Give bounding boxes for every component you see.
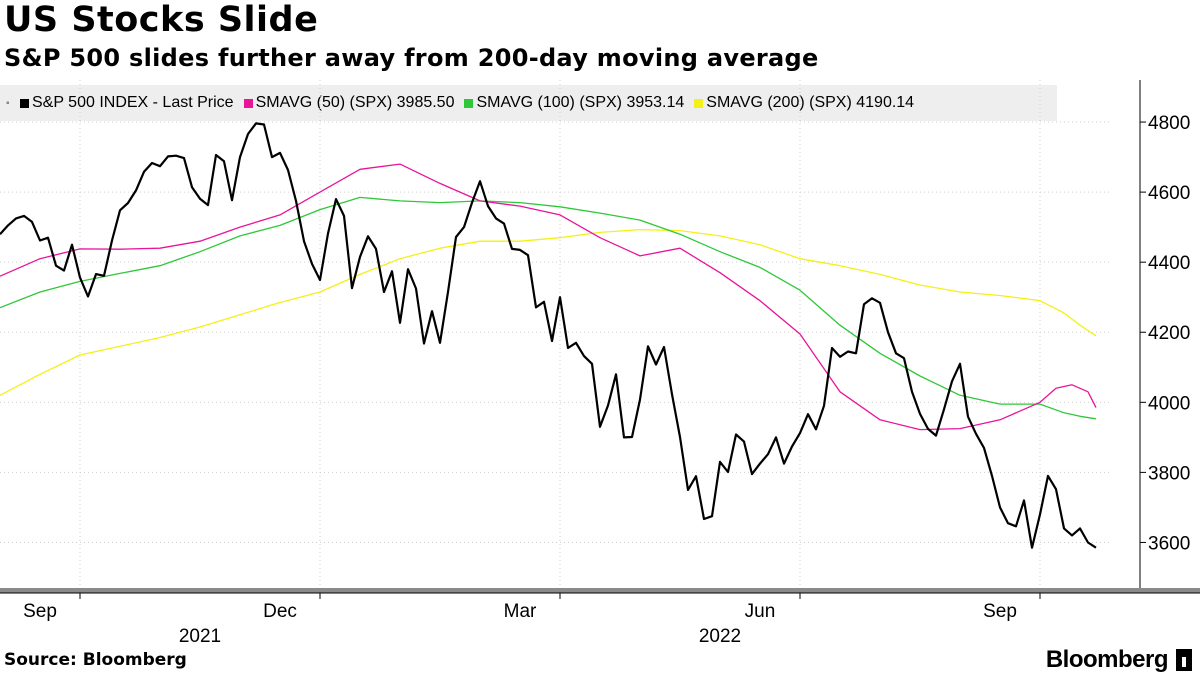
x-tick-label-4: Sep <box>983 601 1017 622</box>
brand-name: Bloomberg <box>1045 646 1169 673</box>
x-axis-band <box>0 588 1200 593</box>
chart-subtitle: S&P 500 slides further away from 200-day… <box>4 44 819 72</box>
x-year-label-0: 2021 <box>179 626 221 647</box>
x-tick-label-0: Sep <box>23 601 57 622</box>
brand-logo: Bloomberg <box>1046 646 1192 674</box>
legend-item-sma200[interactable]: SMAVG (200) (SPX) 4190.14 <box>694 94 914 112</box>
chart-gridlines <box>0 80 1112 588</box>
y-tick-label-5: 4600 <box>1148 183 1190 204</box>
y-tick-label-3: 4200 <box>1148 323 1190 344</box>
legend-item-spx[interactable]: S&P 500 INDEX - Last Price <box>20 94 234 112</box>
bloomberg-icon <box>1176 649 1192 671</box>
chart-series <box>0 122 1097 549</box>
legend-label-sma100: SMAVG (100) (SPX) 3953.14 <box>476 94 685 111</box>
legend-swatch-sma200 <box>694 98 704 108</box>
series-line-sma100 <box>0 196 1097 420</box>
legend-label-sma200: SMAVG (200) (SPX) 4190.14 <box>706 94 915 111</box>
legend-item-sma50[interactable]: SMAVG (50) (SPX) 3985.50 <box>243 94 455 112</box>
series-line-spx <box>0 122 1097 549</box>
legend-label-sma50: SMAVG (50) (SPX) 3985.50 <box>255 94 455 111</box>
legend-swatch-sma50 <box>243 98 253 108</box>
y-tick-label-6: 4800 <box>1148 113 1190 134</box>
y-tick-label-2: 4000 <box>1148 393 1190 414</box>
series-line-sma200 <box>0 228 1097 396</box>
source-note: Source: Bloomberg <box>4 650 187 670</box>
y-tick-label-0: 3600 <box>1148 533 1190 554</box>
chart-tick-labels: 3600 3800 4000 4200 4400 4600 4800 Sep Dec Mar Jun… <box>23 113 1190 647</box>
legend-swatch-spx <box>20 98 29 108</box>
x-tick-label-1: Dec <box>263 601 297 622</box>
legend-label-spx: S&P 500 INDEX - Last Price <box>32 94 234 111</box>
legend-item-sma100[interactable]: SMAVG (100) (SPX) 3953.14 <box>464 94 684 112</box>
legend-handle-icon[interactable]: ▪ <box>6 97 10 109</box>
legend-swatch-sma100 <box>464 98 474 108</box>
series-line-sma50 <box>0 163 1097 431</box>
x-year-label-1: 2022 <box>699 626 741 647</box>
chart-legend: ▪ S&P 500 INDEX - Last Price SMAVG (50) … <box>0 85 1057 121</box>
x-tick-label-3: Jun <box>745 601 776 622</box>
chart-axes <box>0 80 1200 599</box>
y-tick-label-4: 4400 <box>1148 253 1190 274</box>
x-tick-label-2: Mar <box>504 601 537 622</box>
chart-title: US Stocks Slide <box>4 0 319 40</box>
y-tick-label-1: 3800 <box>1148 463 1190 484</box>
